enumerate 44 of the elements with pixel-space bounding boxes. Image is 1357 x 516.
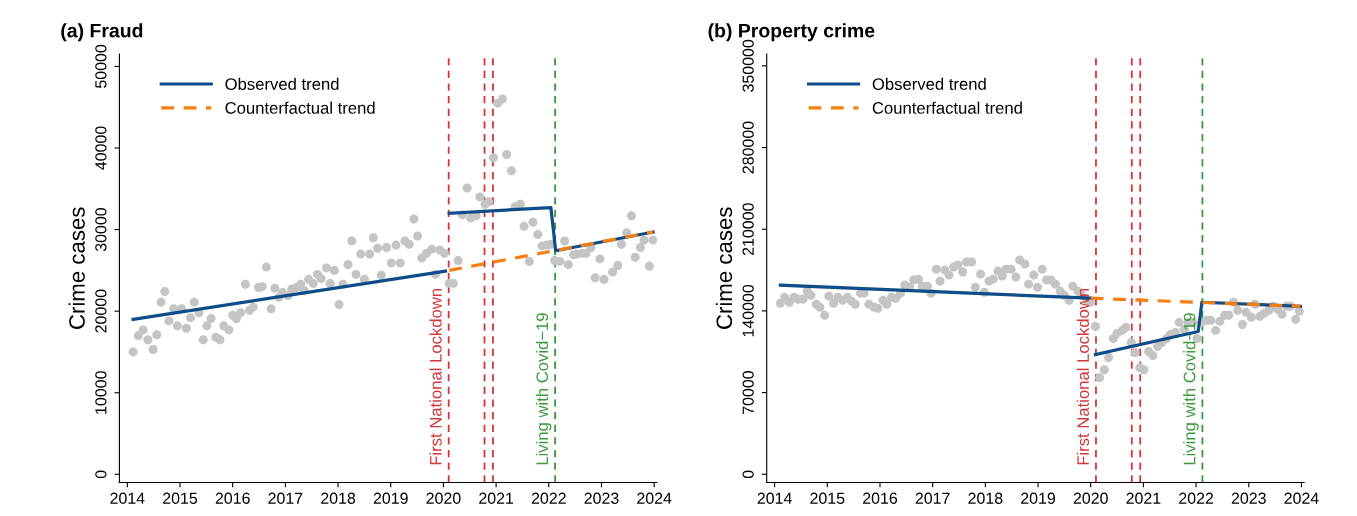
y-axis-title: Crime cases (715, 207, 733, 329)
x-tick-label: 2020 (1073, 492, 1108, 504)
y-tick-label: 50000 (95, 44, 107, 88)
y-tick-label: 10000 (95, 371, 107, 414)
legend-label: Counterfactual trend (872, 101, 1022, 114)
legend-label: Counterfactual trend (225, 101, 375, 114)
x-tick-label: 2017 (268, 492, 303, 504)
ref-line-label: First National Lockdown (429, 288, 442, 465)
y-axis-title: Crime cases (68, 207, 85, 329)
x-tick-label: 2015 (163, 492, 198, 504)
x-tick-label: 2021 (479, 492, 514, 504)
y-tick-label: 140000 (742, 284, 754, 337)
legend-label: Observed trend (872, 77, 986, 90)
ref-line-label: First National Lockdown (1076, 288, 1089, 465)
x-tick-label: 2018 (321, 492, 356, 504)
ref-line-label: Living with Covid−19 (535, 313, 552, 465)
x-tick-label: 2017 (915, 492, 950, 504)
x-tick-label: 2024 (637, 492, 672, 504)
y-tick-label: 70000 (742, 371, 754, 414)
x-tick-label: 2023 (1231, 492, 1266, 504)
y-tick-label: 20000 (95, 289, 107, 333)
x-tick-label: 2015 (810, 492, 845, 504)
x-tick-label: 2014 (757, 492, 792, 504)
x-tick-label: 2016 (215, 492, 250, 504)
x-tick-label: 2020 (426, 492, 461, 504)
ref-line-label: Living with Covid−19 (1183, 313, 1199, 465)
x-tick-label: 2024 (1284, 492, 1319, 504)
x-tick-label: 2023 (584, 492, 619, 504)
x-tick-label: 2018 (968, 492, 1003, 504)
y-tick-label: 0 (95, 470, 107, 479)
y-tick-label: 280000 (742, 121, 754, 174)
x-tick-label: 2019 (1021, 492, 1056, 504)
x-tick-label: 2022 (1179, 492, 1214, 504)
legend-label: Observed trend (225, 77, 339, 90)
y-tick-label: 30000 (95, 207, 107, 252)
x-tick-label: 2022 (531, 492, 566, 504)
y-tick-label: 0 (742, 470, 754, 479)
y-tick-label: 210000 (742, 203, 754, 256)
x-tick-label: 2021 (1126, 492, 1161, 504)
y-tick-label: 40000 (95, 126, 107, 170)
chart-title: (a) Fraud (61, 23, 143, 42)
x-tick-label: 2016 (863, 492, 898, 504)
x-tick-label: 2014 (110, 492, 145, 504)
x-tick-label: 2019 (373, 492, 408, 504)
